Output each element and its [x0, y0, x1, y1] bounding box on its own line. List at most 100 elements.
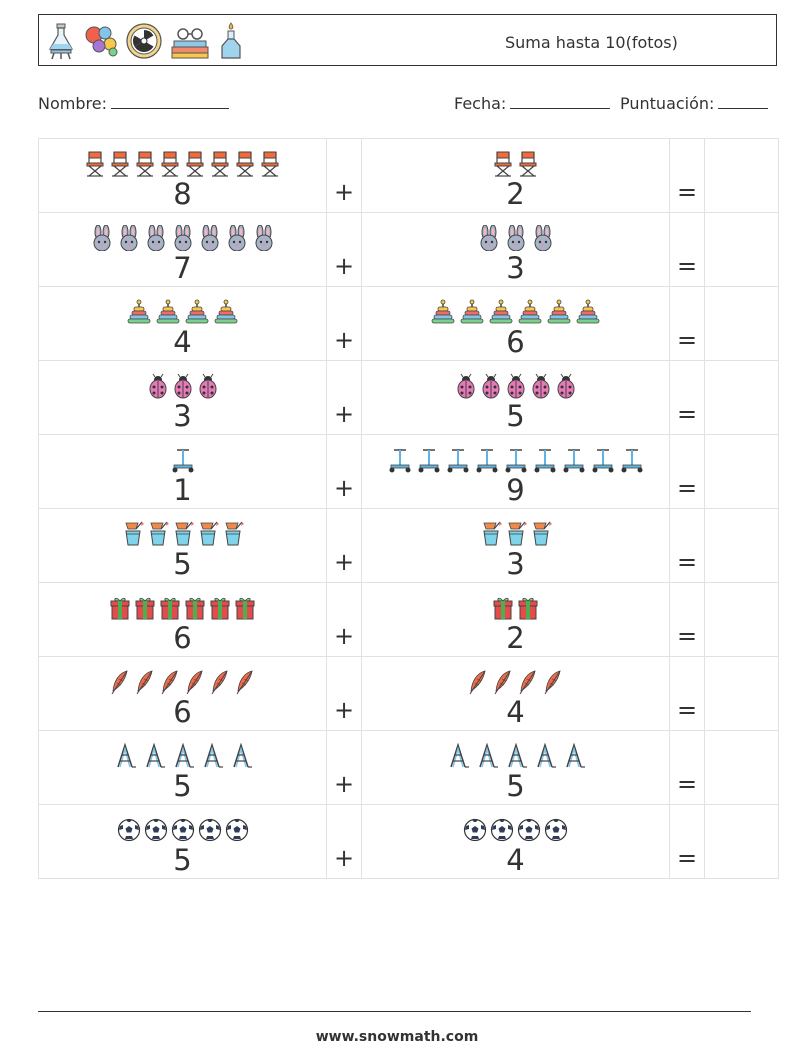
- director-chair-icon: [109, 151, 131, 177]
- icon-group: [39, 815, 326, 845]
- addend-b-cell: 5: [361, 730, 670, 805]
- problem-row: 1 +: [38, 434, 779, 509]
- feather-icon: [209, 669, 231, 695]
- addend-b-cell: 6: [361, 286, 670, 361]
- score-line[interactable]: [718, 94, 769, 109]
- feather-icon: [184, 669, 206, 695]
- stepladder-icon: [112, 743, 138, 769]
- ladybug-icon: [530, 373, 552, 399]
- scooter-icon: [474, 447, 500, 473]
- plus-cell: +: [326, 656, 362, 731]
- name-line[interactable]: [110, 94, 229, 109]
- soccer-ball-icon: [490, 818, 514, 842]
- bunny-icon: [90, 225, 114, 251]
- plus-sign: +: [333, 252, 355, 280]
- addend-b-number: 5: [506, 399, 525, 433]
- ladybug-icon: [480, 373, 502, 399]
- equals-sign: =: [676, 622, 698, 650]
- equals-sign: =: [676, 548, 698, 576]
- equals-sign: =: [676, 696, 698, 724]
- ladybug-icon: [147, 373, 169, 399]
- addend-a-number: 3: [173, 399, 192, 433]
- sheet-title: Suma hasta 10(fotos): [505, 33, 678, 52]
- scooter-icon: [619, 447, 645, 473]
- icon-group: [362, 815, 669, 845]
- problem-row: 5 + 3 =: [38, 508, 779, 583]
- addend-b-cell: 2: [361, 138, 670, 213]
- plus-sign: +: [333, 770, 355, 798]
- ladybug-icon: [455, 373, 477, 399]
- plus-cell: +: [326, 804, 362, 879]
- equals-sign: =: [676, 474, 698, 502]
- addend-a-cell: 6: [38, 582, 327, 657]
- problem-row: 6 + 4 =: [38, 656, 779, 731]
- answer-cell[interactable]: [704, 804, 779, 879]
- feather-icon: [134, 669, 156, 695]
- equals-cell: =: [669, 804, 705, 879]
- icon-group: [362, 445, 669, 475]
- addend-a-number: 8: [173, 177, 192, 211]
- director-chair-icon: [184, 151, 206, 177]
- icon-group: [39, 371, 326, 401]
- answer-cell[interactable]: [704, 360, 779, 435]
- soccer-ball-icon: [463, 818, 487, 842]
- equals-sign: =: [676, 400, 698, 428]
- problem-row: 5 + 4 =: [38, 804, 779, 879]
- addend-a-cell: 7: [38, 212, 327, 287]
- gift-icon: [159, 596, 181, 620]
- addend-a-number: 7: [173, 251, 192, 285]
- equals-cell: =: [669, 730, 705, 805]
- bunny-icon: [477, 225, 501, 251]
- books-glasses-icon: [171, 28, 209, 59]
- equals-sign: =: [676, 326, 698, 354]
- bunny-icon: [225, 225, 249, 251]
- answer-cell[interactable]: [704, 138, 779, 213]
- answer-cell[interactable]: [704, 508, 779, 583]
- answer-cell[interactable]: [704, 212, 779, 287]
- plus-sign: +: [333, 844, 355, 872]
- answer-cell[interactable]: [704, 434, 779, 509]
- bunny-icon: [504, 225, 528, 251]
- stepladder-icon: [141, 743, 167, 769]
- problem-row: 8 + 2 =: [38, 138, 779, 213]
- header-box: Suma hasta 10(fotos): [38, 14, 777, 66]
- date-field: Fecha:: [454, 94, 611, 113]
- addend-a-cell: 3: [38, 360, 327, 435]
- addend-b-number: 9: [506, 473, 525, 507]
- equals-cell: =: [669, 212, 705, 287]
- sand-bucket-icon: [197, 521, 219, 547]
- icon-group: [39, 297, 326, 327]
- answer-cell[interactable]: [704, 582, 779, 657]
- problem-row: 3 +: [38, 360, 779, 435]
- icon-group: [362, 297, 669, 327]
- soccer-ball-icon: [117, 818, 141, 842]
- problem-row: 5 + 5 =: [38, 730, 779, 805]
- equals-sign: =: [676, 844, 698, 872]
- addend-a-cell: 5: [38, 508, 327, 583]
- plus-cell: +: [326, 730, 362, 805]
- header-icons: [45, 19, 245, 63]
- plus-cell: +: [326, 582, 362, 657]
- feather-icon: [492, 669, 514, 695]
- addend-a-number: 4: [173, 325, 192, 359]
- plus-sign: +: [333, 178, 355, 206]
- scooter-icon: [445, 447, 471, 473]
- stepladder-icon: [561, 743, 587, 769]
- addend-a-number: 6: [173, 695, 192, 729]
- gift-icon: [517, 596, 539, 620]
- equals-cell: =: [669, 360, 705, 435]
- plus-cell: +: [326, 286, 362, 361]
- answer-cell[interactable]: [704, 730, 779, 805]
- plus-sign: +: [333, 548, 355, 576]
- stepladder-icon: [503, 743, 529, 769]
- name-label: Nombre:: [38, 94, 107, 113]
- sand-bucket-icon: [480, 521, 502, 547]
- date-line[interactable]: [510, 94, 611, 109]
- director-chair-icon: [209, 151, 231, 177]
- feather-icon: [159, 669, 181, 695]
- answer-cell[interactable]: [704, 286, 779, 361]
- answer-cell[interactable]: [704, 656, 779, 731]
- equals-cell: =: [669, 434, 705, 509]
- addend-b-number: 6: [506, 325, 525, 359]
- addend-b-number: 2: [506, 621, 525, 655]
